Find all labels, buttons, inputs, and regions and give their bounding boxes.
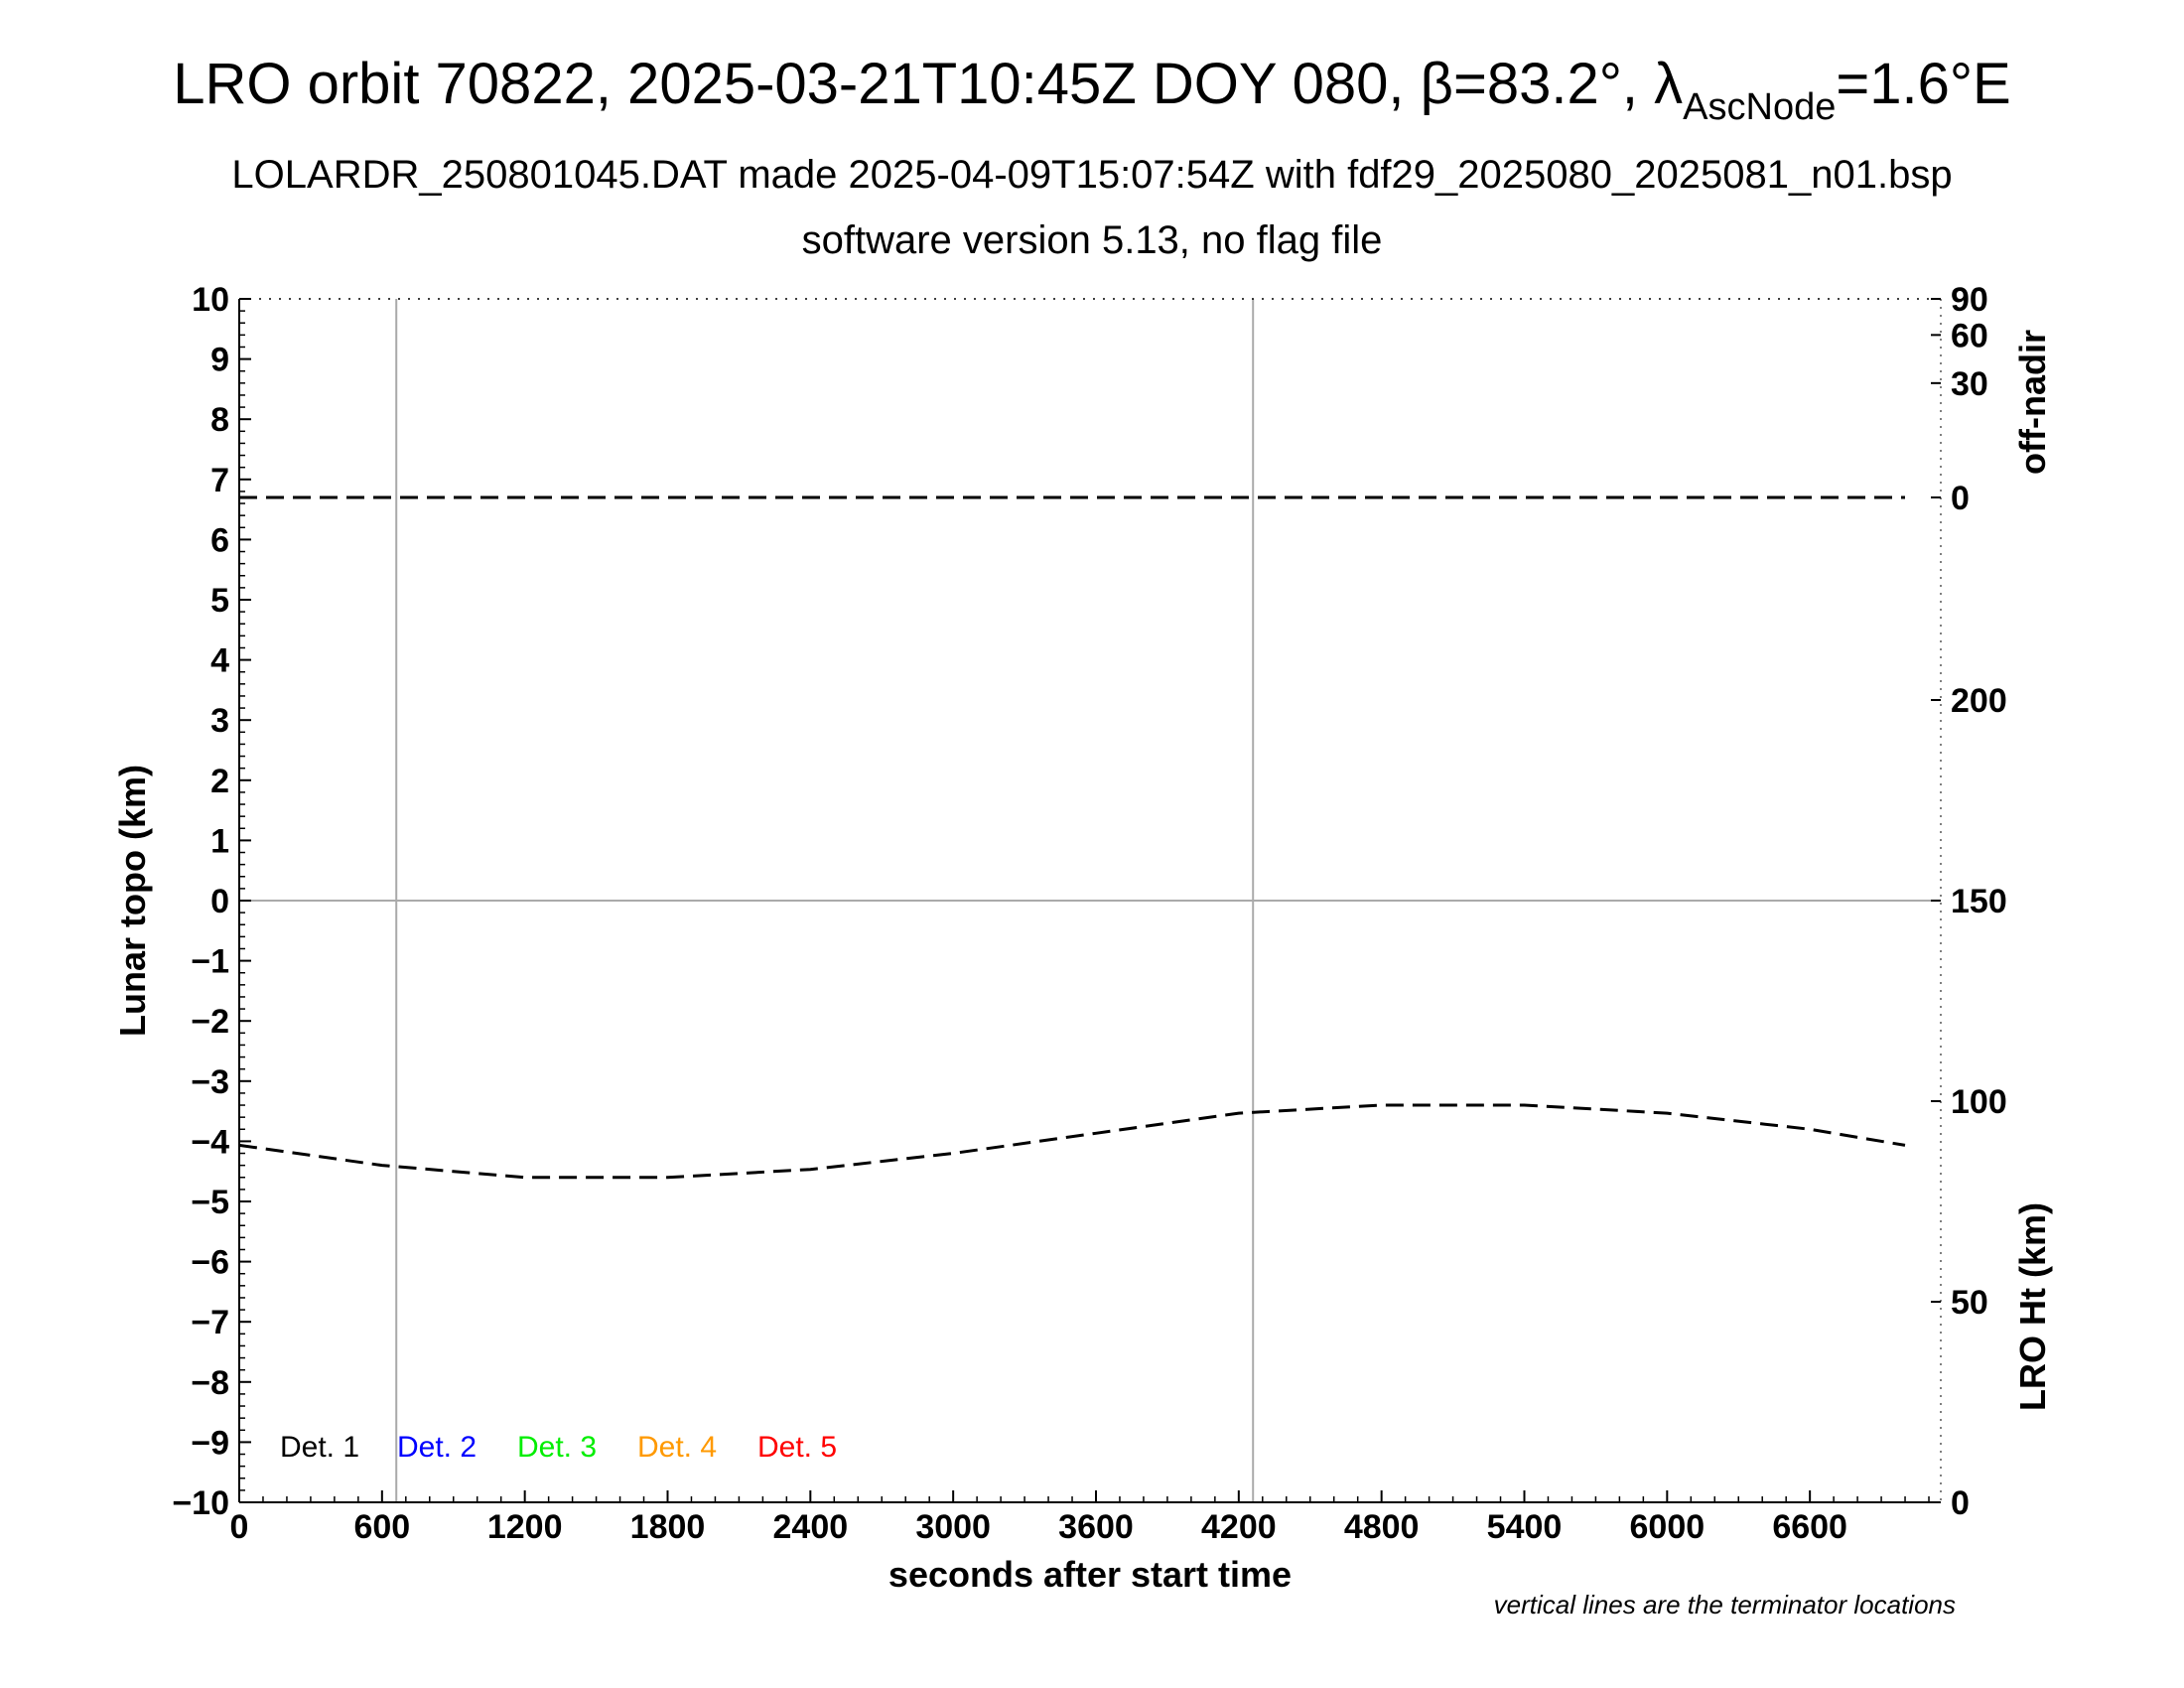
x-tick-label: 600 bbox=[353, 1508, 410, 1546]
y-tick-label: 0 bbox=[210, 883, 229, 920]
y-tick-label: −7 bbox=[191, 1304, 229, 1341]
legend-item-det-5: Det. 5 bbox=[757, 1431, 837, 1464]
off-nadir-axis-title: off-nadir bbox=[2012, 330, 2053, 475]
lro-height-tick-label: 0 bbox=[1951, 1484, 1970, 1522]
chart-title-subscript: AscNode bbox=[1683, 86, 1837, 128]
lro-height-axis-title: LRO Ht (km) bbox=[2012, 1202, 2053, 1411]
lro-height-tick-label: 100 bbox=[1951, 1083, 2007, 1121]
legend-item-det-1: Det. 1 bbox=[280, 1431, 359, 1464]
y-tick-label: −3 bbox=[191, 1063, 229, 1101]
y-tick-label: 10 bbox=[192, 281, 229, 319]
y-tick-label: 6 bbox=[210, 521, 229, 559]
y-tick-label: 7 bbox=[210, 462, 229, 499]
x-tick-label: 0 bbox=[230, 1508, 249, 1546]
x-tick-label: 1200 bbox=[487, 1508, 563, 1546]
y-tick-label: 8 bbox=[210, 401, 229, 439]
y-tick-label: −10 bbox=[172, 1484, 229, 1522]
x-tick-label: 5400 bbox=[1487, 1508, 1563, 1546]
x-axis-title: seconds after start time bbox=[888, 1554, 1292, 1595]
x-tick-label: 6000 bbox=[1630, 1508, 1706, 1546]
off-nadir-tick-label: 60 bbox=[1951, 317, 1988, 354]
y-tick-label: 3 bbox=[210, 702, 229, 740]
y-tick-label: 5 bbox=[210, 582, 229, 620]
y-tick-label: −2 bbox=[191, 1003, 229, 1041]
y-tick-label: 4 bbox=[210, 642, 229, 680]
x-tick-label: 2400 bbox=[773, 1508, 849, 1546]
legend-item-det-2: Det. 2 bbox=[397, 1431, 477, 1464]
off-nadir-tick-label: 90 bbox=[1951, 281, 1988, 319]
x-tick-label: 6600 bbox=[1772, 1508, 1847, 1546]
y-axis-title: Lunar topo (km) bbox=[112, 765, 153, 1037]
chart-title: LRO orbit 70822, 2025-03-21T10:45Z DOY 0… bbox=[0, 52, 2184, 126]
off-nadir-tick-label: 30 bbox=[1951, 365, 1988, 403]
y-tick-label: 9 bbox=[210, 342, 229, 379]
legend-item-det-3: Det. 3 bbox=[517, 1431, 597, 1464]
lro-height-tick-label: 150 bbox=[1951, 883, 2007, 920]
x-tick-label: 1800 bbox=[630, 1508, 706, 1546]
lro-height-tick-label: 200 bbox=[1951, 682, 2007, 720]
x-tick-label: 3600 bbox=[1058, 1508, 1134, 1546]
x-tick-label: 4200 bbox=[1201, 1508, 1277, 1546]
plot-layer bbox=[238, 299, 1941, 1502]
y-tick-label: −5 bbox=[191, 1184, 229, 1221]
y-tick-label: −1 bbox=[191, 943, 229, 981]
x-tick-label: 4800 bbox=[1344, 1508, 1420, 1546]
y-tick-label: −4 bbox=[191, 1123, 229, 1161]
chart-subtitle-software: software version 5.13, no flag file bbox=[801, 218, 1383, 262]
y-tick-label: 1 bbox=[210, 822, 229, 860]
terminator-footnote: vertical lines are the terminator locati… bbox=[1494, 1590, 1956, 1619]
chart-title-tail: =1.6°E bbox=[1836, 52, 2011, 116]
chart-title-main: LRO orbit 70822, 2025-03-21T10:45Z DOY 0… bbox=[173, 52, 1684, 116]
y-tick-label: 2 bbox=[210, 763, 229, 800]
y-tick-label: −6 bbox=[191, 1244, 229, 1282]
y-tick-label: −9 bbox=[191, 1424, 229, 1462]
chart-subtitle-file: LOLARDR_250801045.DAT made 2025-04-09T15… bbox=[231, 153, 1953, 197]
legend-item-det-4: Det. 4 bbox=[637, 1431, 717, 1464]
series-lro-height-line bbox=[238, 1103, 1906, 1180]
lro-height-tick-label: 50 bbox=[1951, 1284, 1988, 1322]
x-tick-label: 3000 bbox=[915, 1508, 991, 1546]
y-tick-label: −8 bbox=[191, 1364, 229, 1402]
off-nadir-tick-label: 0 bbox=[1951, 480, 1970, 517]
